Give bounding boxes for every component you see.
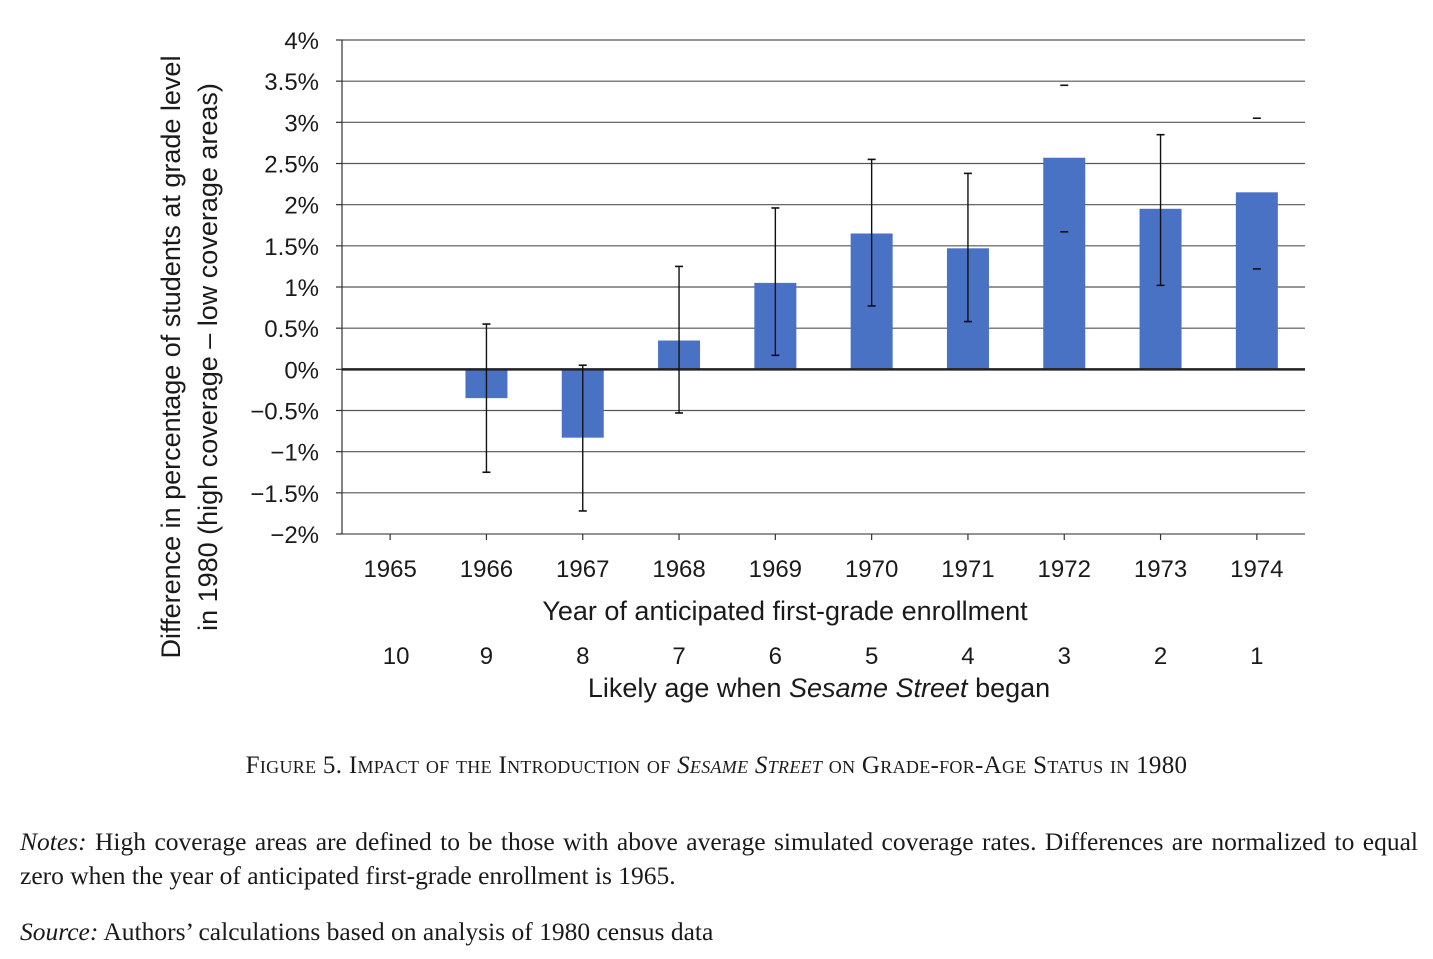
age-label-6: 6 [769, 643, 782, 670]
source: Source: Authors’ calculations based on a… [20, 915, 1418, 949]
x-tick-label-1967: 1967 [556, 556, 609, 583]
error-bar-1968 [675, 265, 684, 414]
error-bar-1971 [963, 172, 972, 323]
error-bar-1973 [1156, 133, 1165, 287]
age-label-7: 7 [672, 643, 685, 670]
y-tick-label: −1.5% [250, 481, 319, 508]
y-tick-label: −0.5% [250, 399, 319, 426]
y-axis-title-line2: in 1980 (high coverage – low coverage ar… [193, 83, 223, 631]
y-tick-label: 3.5% [264, 69, 319, 96]
error-bar-1970 [867, 158, 876, 307]
x-tick-label-1970: 1970 [845, 556, 898, 583]
gridlines [342, 39, 1305, 535]
x-tick-label-1973: 1973 [1134, 556, 1187, 583]
error-bars [482, 84, 1261, 512]
age-label-4: 4 [961, 643, 974, 670]
x-tick-label-1965: 1965 [363, 556, 416, 583]
error-bar-1969 [771, 207, 780, 357]
y-tick-label: 3% [284, 110, 319, 137]
age-label-9: 9 [480, 643, 493, 670]
y-tick-label: 1.5% [264, 234, 319, 261]
y-ticks: 4% 3.5% 3% 2.5% 2% 1.5% 1% 0.5% 0% −0.5% −1% −1.5% −… [250, 28, 1258, 549]
y-tick-label: 0.5% [264, 316, 319, 343]
source-text: Authors’ calculations based on analysis … [98, 917, 714, 946]
y-tick-label: 1% [284, 275, 319, 302]
x-tick-label-1974: 1974 [1230, 556, 1283, 583]
x-tick-label-1968: 1968 [652, 556, 705, 583]
notes-text: High coverage areas are defined to be th… [20, 827, 1418, 890]
y-tick-label: −1% [270, 440, 319, 467]
age-labels: 10 9 8 7 6 5 4 3 2 1 [383, 643, 1264, 670]
age-label-10: 10 [383, 643, 410, 670]
x-tick-label-1971: 1971 [941, 556, 994, 583]
y-tick-label: 4% [284, 28, 319, 55]
bar-1974 [1235, 192, 1278, 370]
error-bar-1972 [1060, 84, 1069, 233]
age-label-1: 1 [1250, 643, 1263, 670]
x-axis-title-2: Likely age when Sesame Street began [588, 673, 1050, 703]
age-label-5: 5 [865, 643, 878, 670]
age-label-8: 8 [576, 643, 589, 670]
bar-chart: 4% 3.5% 3% 2.5% 2% 1.5% 1% 0.5% 0% −0.5% −1% −1.5% −… [156, 28, 1305, 703]
notes-label: Notes: [20, 827, 87, 856]
error-bar-1967 [578, 364, 587, 512]
y-tick-label: 2.5% [264, 152, 319, 179]
x-axis-title: Year of anticipated first-grade enrollme… [542, 596, 1028, 626]
figure-caption: Figure 5. Impact of the Introduction of … [245, 752, 1188, 779]
age-label-3: 3 [1058, 643, 1071, 670]
notes: Notes: High coverage areas are defined t… [20, 825, 1418, 893]
x-tick-label-1966: 1966 [460, 556, 513, 583]
x-tick-label-1969: 1969 [749, 556, 802, 583]
y-tick-label: 0% [284, 357, 319, 384]
source-label: Source: [20, 917, 99, 946]
age-label-2: 2 [1154, 643, 1167, 670]
error-bar-1974 [1252, 117, 1261, 270]
bar-1972 [1043, 157, 1086, 370]
x-tick-labels: 1965 1966 1967 1968 1969 1970 1971 1972 1973 1974 [363, 556, 1283, 583]
y-tick-label: 2% [284, 193, 319, 220]
y-tick-label: −2% [270, 522, 319, 549]
error-bar-1966 [482, 323, 491, 474]
y-axis-title-line1: Difference in percentage of students at … [156, 56, 186, 659]
x-tick-label-1972: 1972 [1038, 556, 1091, 583]
